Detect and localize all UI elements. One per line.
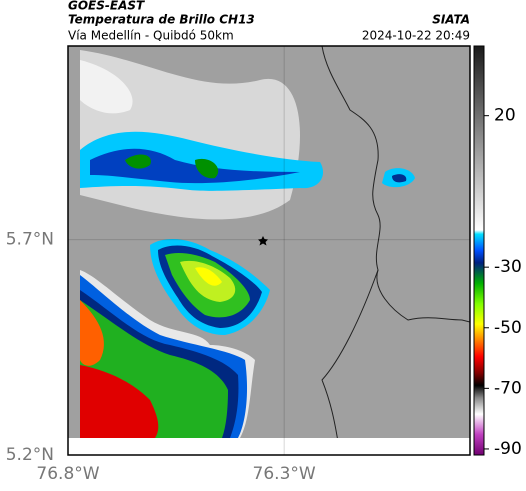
x-tick-label: 76.3°W xyxy=(253,464,316,484)
x-tick-label: 76.8°W xyxy=(36,464,99,484)
colorbar-tick-label: -70 xyxy=(494,378,522,398)
colorbar xyxy=(473,45,485,456)
colorbar-tick-label: -50 xyxy=(494,318,522,338)
agency: SIATA xyxy=(432,13,470,27)
datetime: 2024-10-22 20:49 xyxy=(362,29,470,43)
y-tick-label: 5.2°N xyxy=(6,445,54,465)
title: Temperatura de Brillo CH13 xyxy=(68,13,255,27)
y-tick-label: 5.7°N xyxy=(6,230,54,250)
colorbar-tick-label: -30 xyxy=(494,257,522,277)
colorbar-tick-label: -90 xyxy=(494,439,522,459)
map-frame xyxy=(67,45,471,456)
satellite-image xyxy=(68,46,470,455)
source: GOES-EAST xyxy=(68,0,145,13)
colorbar-tick-label: 20 xyxy=(494,106,516,126)
subtitle: Vía Medellín - Quibdó 50km xyxy=(68,29,234,43)
